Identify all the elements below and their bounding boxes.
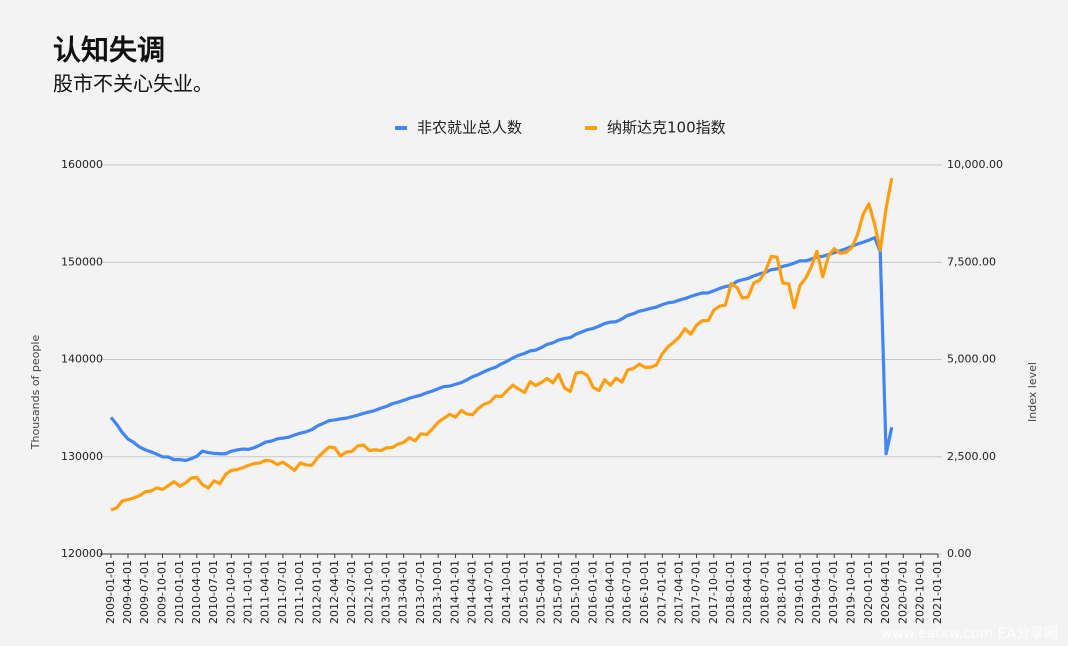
x-tick-label: 2010-07-01 bbox=[207, 560, 220, 624]
x-tick-label: 2017-01-01 bbox=[655, 560, 668, 624]
x-tick-label: 2016-01-01 bbox=[586, 560, 599, 624]
x-tick-label: 2014-01-01 bbox=[449, 560, 462, 624]
x-tick-label: 2011-01-01 bbox=[242, 560, 255, 624]
x-tick-label: 2020-10-01 bbox=[914, 560, 927, 624]
y-tick-label: 130000 bbox=[61, 450, 103, 463]
x-tick-label: 2013-10-01 bbox=[431, 560, 444, 624]
x-tick-label: 2011-10-01 bbox=[293, 560, 306, 624]
x-tick-label: 2011-04-01 bbox=[259, 560, 272, 624]
x-tick-label: 2013-01-01 bbox=[380, 560, 393, 624]
x-tick-label: 2012-04-01 bbox=[328, 560, 341, 624]
x-tick-label: 2019-01-01 bbox=[793, 560, 806, 624]
x-tick-label: 2016-04-01 bbox=[603, 560, 616, 624]
x-tick-label: 2020-01-01 bbox=[862, 560, 875, 624]
chart-title: 认知失调 bbox=[53, 34, 165, 67]
x-tick-label: 2019-04-01 bbox=[810, 560, 823, 624]
y-tick-label: 120000 bbox=[61, 547, 103, 560]
y2-tick-label: 10,000.00 bbox=[947, 158, 1003, 171]
x-tick-label: 2013-04-01 bbox=[397, 560, 410, 624]
x-tick-label: 2009-10-01 bbox=[156, 560, 169, 624]
x-tick-label: 2019-10-01 bbox=[845, 560, 858, 624]
y2-tick-label: 2,500.00 bbox=[947, 450, 996, 463]
y2-tick-label: 5,000.00 bbox=[947, 353, 996, 366]
x-tick-label: 2015-01-01 bbox=[517, 560, 530, 624]
legend-label: 纳斯达克100指数 bbox=[607, 119, 726, 137]
x-tick-label: 2017-10-01 bbox=[707, 560, 720, 624]
x-tick-label: 2018-01-01 bbox=[724, 560, 737, 624]
x-tick-label: 2012-07-01 bbox=[345, 560, 358, 624]
x-tick-label: 2011-07-01 bbox=[276, 560, 289, 624]
x-tick-label: 2018-10-01 bbox=[776, 560, 789, 624]
x-tick-label: 2009-01-01 bbox=[104, 560, 117, 624]
x-tick-label: 2015-10-01 bbox=[569, 560, 582, 624]
x-tick-label: 2020-04-01 bbox=[879, 560, 892, 624]
x-tick-label: 2009-07-01 bbox=[138, 560, 151, 624]
y-tick-label: 140000 bbox=[61, 353, 103, 366]
x-tick-label: 2014-10-01 bbox=[500, 560, 513, 624]
x-tick-label: 2012-10-01 bbox=[362, 560, 375, 624]
x-tick-label: 2010-10-01 bbox=[224, 560, 237, 624]
x-tick-label: 2020-07-01 bbox=[896, 560, 909, 624]
chart-subtitle: 股市不关心失业。 bbox=[53, 72, 213, 96]
x-tick-label: 2014-07-01 bbox=[483, 560, 496, 624]
series-line bbox=[109, 236, 894, 463]
x-tick-label: 2010-01-01 bbox=[173, 560, 186, 624]
x-tick-label: 2009-04-01 bbox=[121, 560, 134, 624]
x-tick-label: 2014-04-01 bbox=[466, 560, 479, 624]
x-tick-label: 2016-07-01 bbox=[621, 560, 634, 624]
watermark: www.eafxw.com EA分享网 bbox=[881, 625, 1058, 642]
y2-tick-label: 7,500.00 bbox=[947, 255, 996, 268]
x-tick-label: 2017-07-01 bbox=[689, 560, 702, 624]
legend-label: 非农就业总人数 bbox=[417, 119, 522, 137]
x-tick-label: 2015-04-01 bbox=[534, 560, 547, 624]
x-tick-label: 2018-07-01 bbox=[758, 560, 771, 624]
x-tick-label: 2012-01-01 bbox=[311, 560, 324, 624]
x-tick-label: 2019-07-01 bbox=[827, 560, 840, 624]
y-tick-label: 160000 bbox=[61, 158, 103, 171]
series-line bbox=[110, 177, 894, 512]
x-tick-label: 2015-07-01 bbox=[552, 560, 565, 624]
x-tick-label: 2017-04-01 bbox=[672, 560, 685, 624]
y2-tick-label: 0.00 bbox=[947, 547, 972, 560]
y2-axis-title: Index level bbox=[1026, 362, 1039, 422]
x-tick-label: 2021-01-01 bbox=[931, 560, 944, 624]
y-tick-label: 150000 bbox=[61, 255, 103, 268]
x-tick-label: 2016-10-01 bbox=[638, 560, 651, 624]
x-tick-label: 2010-04-01 bbox=[190, 560, 203, 624]
x-tick-label: 2013-07-01 bbox=[414, 560, 427, 624]
y-axis-title: Thousands of people bbox=[29, 335, 42, 451]
x-tick-label: 2018-04-01 bbox=[741, 560, 754, 624]
